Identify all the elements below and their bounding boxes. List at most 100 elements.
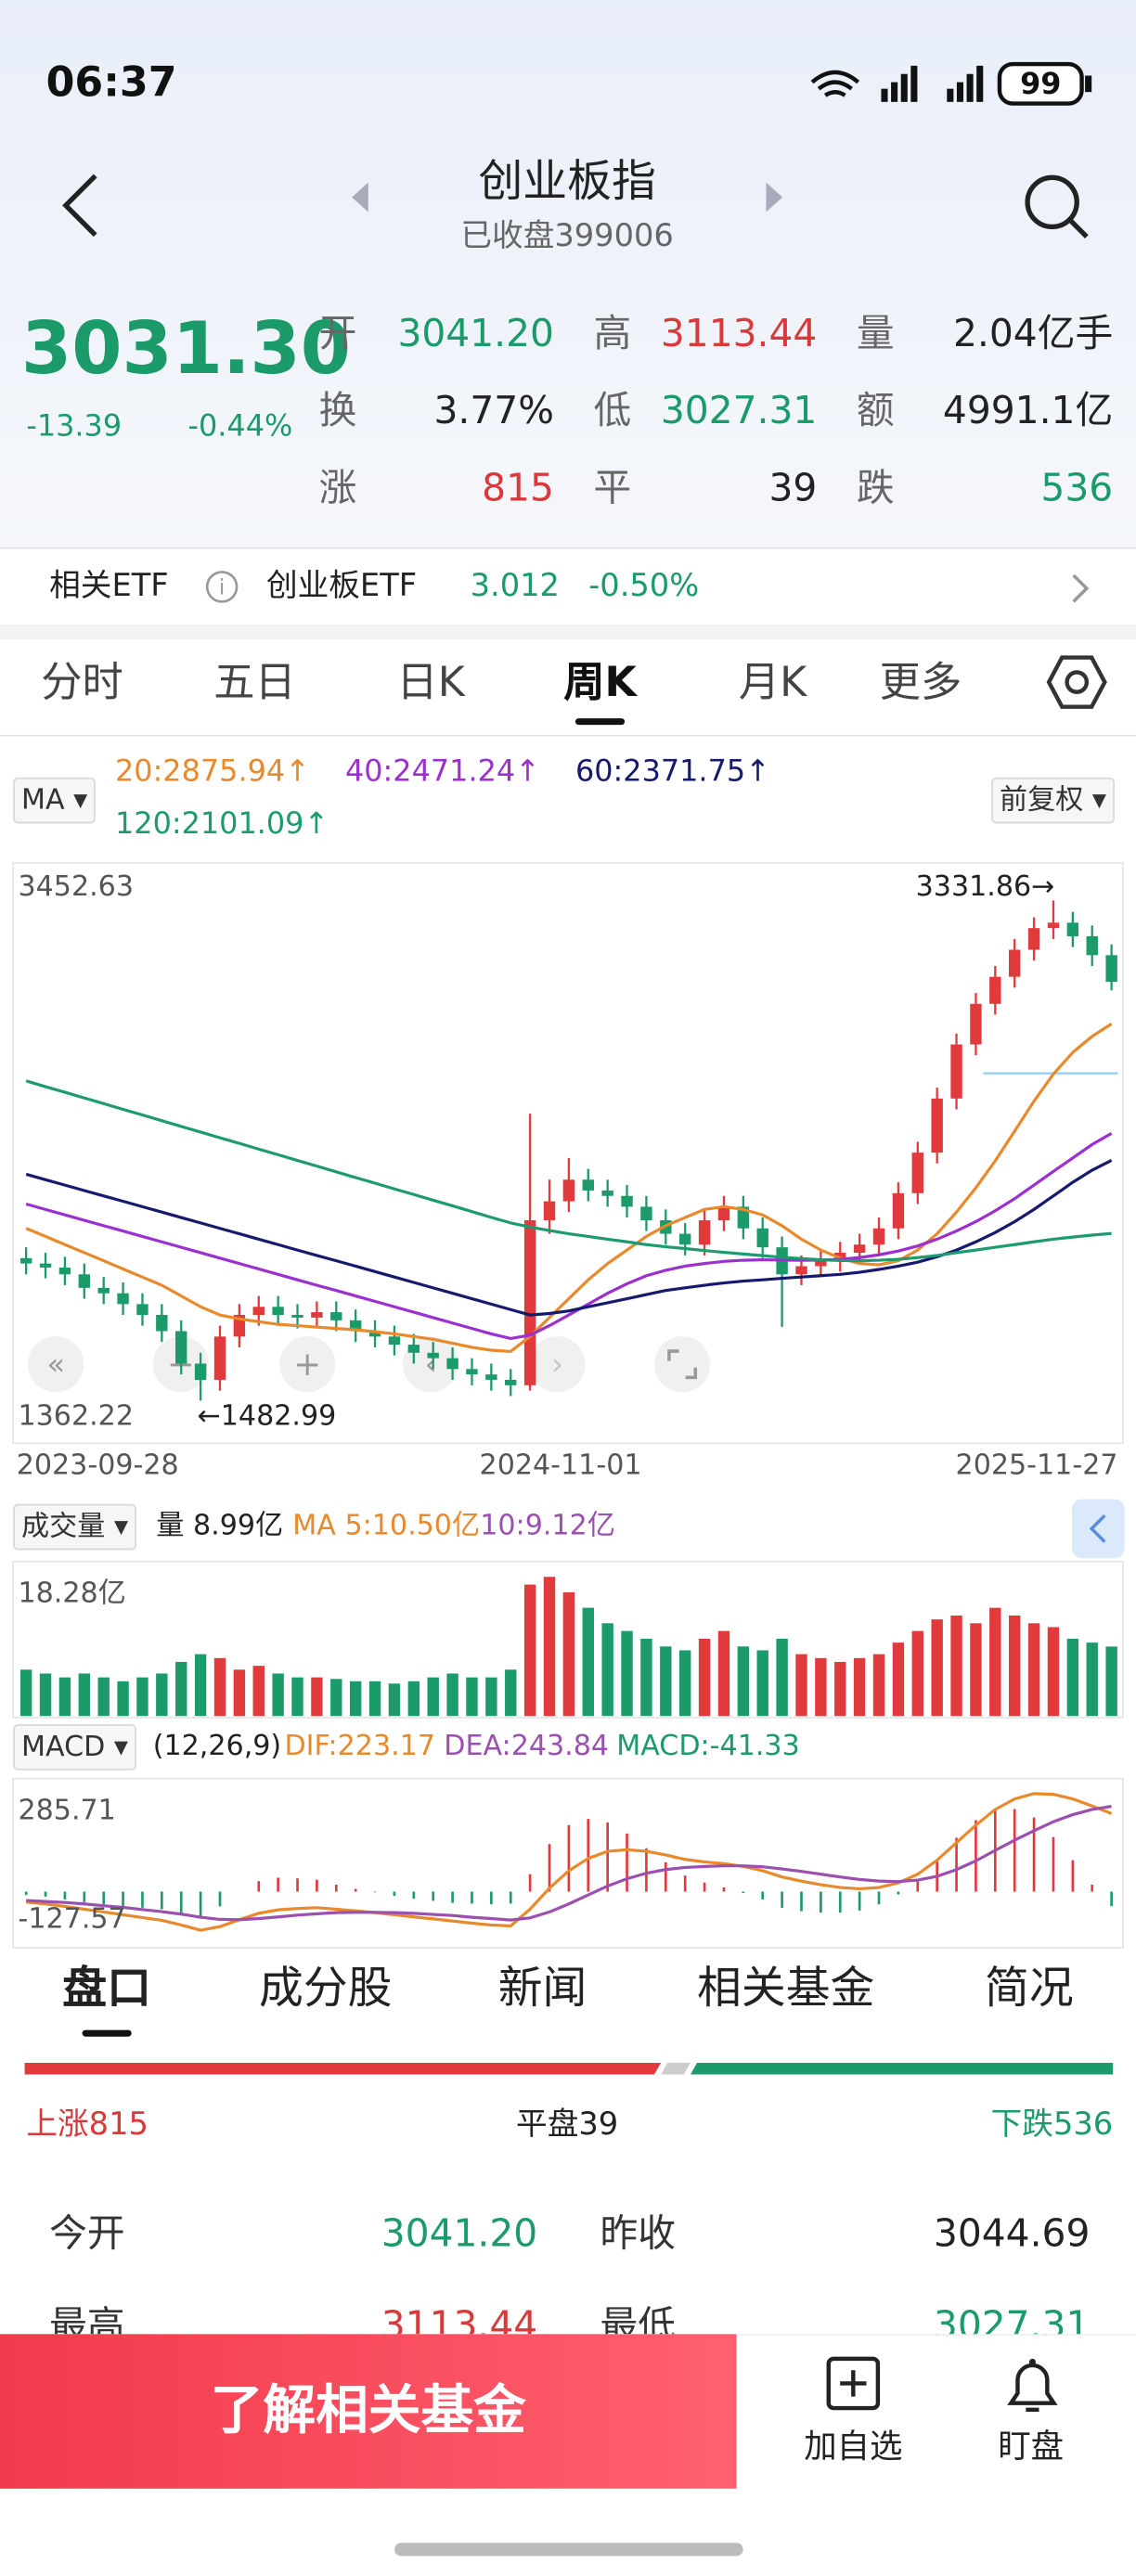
watch-button[interactable]: 加自选 bbox=[804, 2426, 903, 2467]
monitor-button[interactable]: 盯盘 bbox=[998, 2426, 1065, 2467]
etf-price: 3.012 bbox=[470, 568, 560, 604]
candle-body bbox=[853, 1244, 866, 1253]
detail-tab[interactable]: 盘口 bbox=[62, 1963, 151, 2015]
field-value: 4991.1亿 bbox=[942, 390, 1114, 433]
volume-bar bbox=[505, 1669, 517, 1717]
price-change: -13.39 bbox=[26, 409, 123, 444]
candle-body bbox=[388, 1336, 401, 1346]
volume-bar bbox=[175, 1661, 187, 1717]
field-value: 2.04亿手 bbox=[952, 313, 1114, 356]
svg-text:i: i bbox=[219, 576, 225, 600]
period-tab[interactable]: 五日 bbox=[213, 658, 296, 706]
candle-body bbox=[931, 1098, 943, 1153]
candle-body bbox=[330, 1312, 342, 1320]
volume-bar bbox=[523, 1584, 536, 1717]
period-tab[interactable]: 周K bbox=[563, 658, 637, 706]
line bbox=[26, 1804, 1112, 1922]
line bbox=[25, 1023, 1113, 1354]
candle-body bbox=[678, 1233, 691, 1245]
period-tab[interactable]: 月K bbox=[738, 658, 807, 706]
legend-entry: 60:2371.75↑ bbox=[574, 754, 770, 790]
candle-body bbox=[1086, 935, 1098, 956]
next-index[interactable] bbox=[766, 182, 783, 213]
volume-bar bbox=[427, 1677, 439, 1717]
candle-body bbox=[136, 1304, 148, 1316]
macd-legend: MACD:-41.33 bbox=[616, 1730, 800, 1763]
candle-body bbox=[213, 1336, 226, 1380]
y-tick-label: 285.71 bbox=[18, 1795, 115, 1827]
x-tick-label: 2025-11-27 bbox=[956, 1449, 1118, 1482]
y-tick-label: 18.28亿 bbox=[18, 1578, 125, 1610]
field-value: 3.77% bbox=[433, 390, 554, 433]
volume-bar bbox=[466, 1677, 478, 1717]
line bbox=[25, 1158, 1113, 1317]
stat-value: 3044.69 bbox=[933, 2213, 1091, 2257]
line bbox=[25, 1131, 1113, 1341]
stat-label: 今开 bbox=[49, 2213, 125, 2257]
line bbox=[25, 1079, 1112, 1263]
candle-body bbox=[1009, 949, 1021, 977]
candle-body bbox=[485, 1374, 497, 1380]
macd-params: (12,26,9) bbox=[152, 1730, 282, 1763]
candle-body bbox=[19, 1257, 32, 1264]
down-count: 下跌536 bbox=[990, 2106, 1114, 2143]
volume-bar bbox=[950, 1615, 962, 1717]
candle-body bbox=[737, 1206, 750, 1229]
volume-bar bbox=[756, 1650, 768, 1717]
candle-body bbox=[368, 1331, 381, 1337]
volume-bar bbox=[1105, 1646, 1117, 1717]
prev-index[interactable] bbox=[352, 182, 368, 213]
candle-body bbox=[58, 1267, 71, 1275]
fund-button[interactable] bbox=[0, 2334, 737, 2489]
etf-name[interactable]: 创业板ETF bbox=[265, 568, 418, 604]
volume-bar bbox=[97, 1677, 110, 1717]
candle-body bbox=[505, 1379, 517, 1385]
y-tick-label: 1362.22 bbox=[18, 1399, 134, 1432]
detail-tab[interactable]: 相关基金 bbox=[697, 1963, 875, 2015]
volume-bar bbox=[853, 1657, 866, 1717]
candle-body bbox=[194, 1363, 207, 1380]
stat-value: 3041.20 bbox=[381, 2213, 538, 2257]
settings-icon[interactable] bbox=[1046, 650, 1108, 713]
period-tab[interactable]: 更多 bbox=[879, 658, 962, 706]
line bbox=[26, 1792, 1113, 1932]
volume-bar bbox=[39, 1673, 52, 1717]
field-label: 换 bbox=[318, 390, 357, 433]
volume-bar bbox=[311, 1677, 323, 1717]
macd-select[interactable]: MACD ▾ bbox=[13, 1724, 136, 1771]
chart-controls: « − + ‹ › bbox=[28, 1336, 711, 1393]
candle-body bbox=[1105, 955, 1117, 983]
candle-body bbox=[911, 1153, 923, 1193]
chevron[interactable] bbox=[1065, 571, 1098, 607]
period-tab[interactable]: 分时 bbox=[41, 658, 123, 706]
x-tick-label: 2023-09-28 bbox=[17, 1449, 179, 1482]
side-tab[interactable] bbox=[1071, 1499, 1125, 1559]
search-button[interactable] bbox=[1025, 174, 1079, 230]
indicator-select[interactable]: MA ▾ bbox=[13, 777, 97, 824]
period-tab[interactable]: 日K bbox=[396, 658, 465, 706]
detail-tab[interactable]: 成分股 bbox=[258, 1963, 393, 2015]
up-count: 上涨815 bbox=[26, 2106, 148, 2143]
volume-bar bbox=[698, 1638, 711, 1717]
volume-bar bbox=[931, 1619, 943, 1717]
detail-tab[interactable]: 新闻 bbox=[497, 1963, 587, 2015]
index-title: 创业板指 bbox=[478, 157, 656, 209]
candle-body bbox=[156, 1315, 168, 1332]
volume-select[interactable]: 成交量 ▾ bbox=[13, 1503, 136, 1551]
volume-bar bbox=[78, 1673, 91, 1717]
svg-text:‹: ‹ bbox=[425, 1346, 437, 1382]
volume-bar bbox=[446, 1673, 458, 1717]
candle-body bbox=[621, 1195, 633, 1207]
candle-body bbox=[562, 1179, 575, 1202]
info-icon[interactable]: i bbox=[204, 569, 240, 605]
back-button[interactable] bbox=[62, 174, 97, 238]
volume-bar bbox=[1009, 1615, 1021, 1717]
volume-bar bbox=[233, 1669, 246, 1717]
adjust-select[interactable]: 前复权 ▾ bbox=[991, 777, 1115, 824]
field-label: 高 bbox=[593, 313, 632, 356]
battery-level: 99 bbox=[1020, 66, 1061, 101]
action-icons bbox=[826, 2356, 1058, 2413]
field-label: 涨 bbox=[318, 467, 357, 511]
detail-tab[interactable]: 简况 bbox=[985, 1963, 1074, 2015]
